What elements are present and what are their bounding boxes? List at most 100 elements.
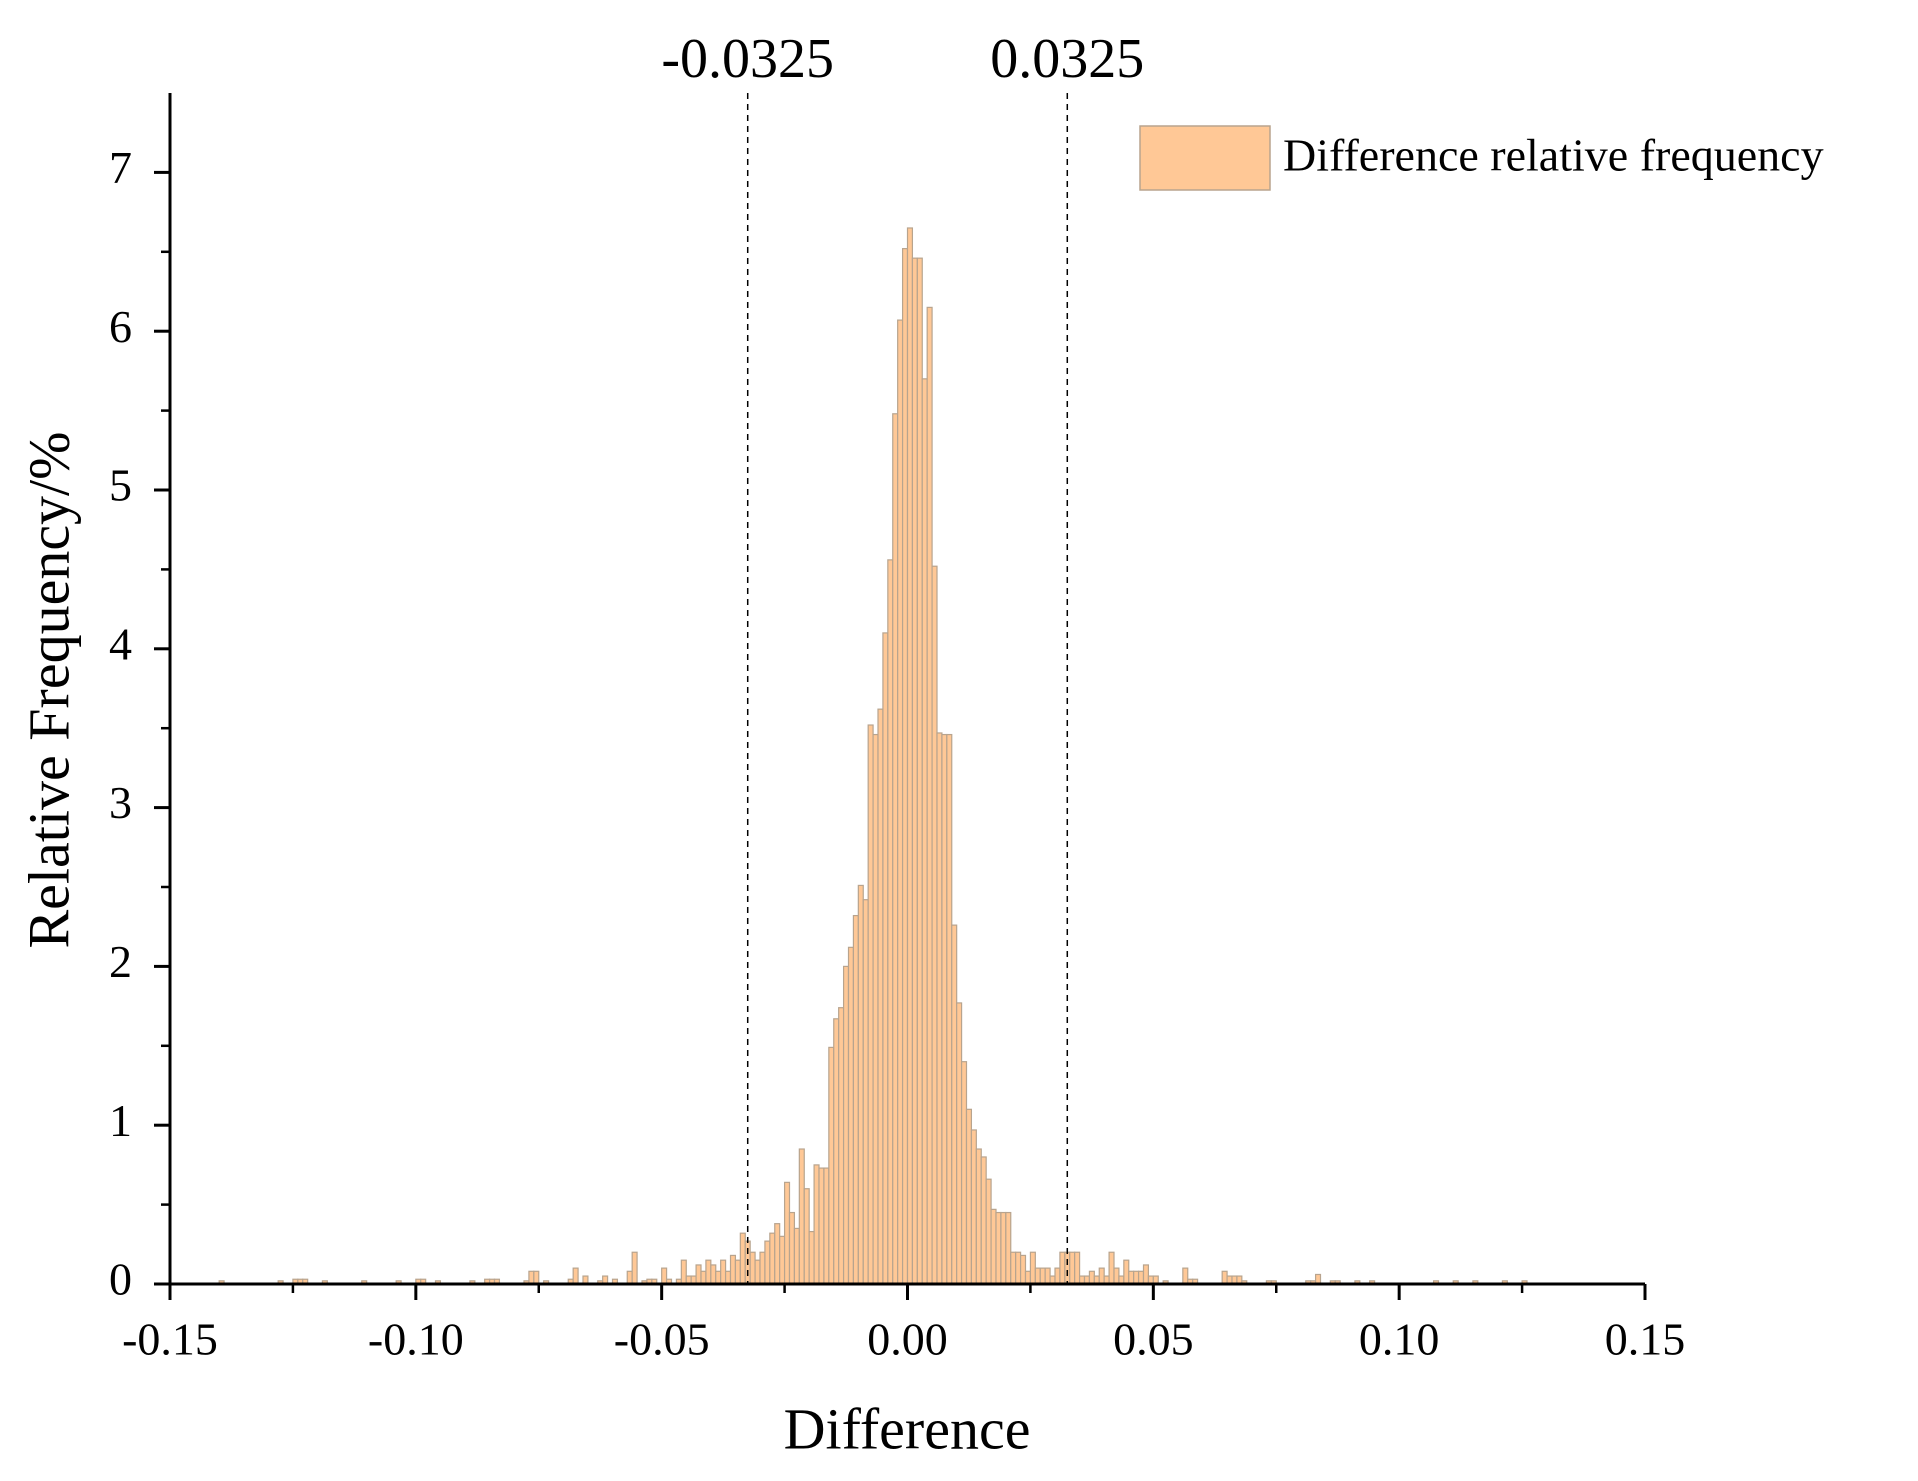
y-tick-label: 4 [109,618,132,669]
y-tick-label: 3 [109,777,132,828]
bar [1000,1211,1007,1285]
bar [1029,1251,1036,1285]
bar [892,413,899,1285]
bar [803,1188,810,1285]
bar [1182,1267,1189,1285]
bar [995,1211,1002,1285]
bar [985,1178,992,1285]
bar [872,733,879,1285]
bar [533,1270,540,1285]
x-tick-label: 0.15 [1605,1314,1686,1365]
bar [906,227,914,1285]
x-tick-label: 0.00 [867,1314,948,1365]
x-tick-label: 0.10 [1359,1314,1440,1365]
bar [838,1007,845,1285]
bar [941,733,948,1285]
bar [1221,1270,1228,1285]
y-tick-label: 7 [109,142,132,193]
bar [916,257,923,1285]
bar [1044,1267,1051,1285]
bar [887,559,894,1285]
bar [749,1251,756,1285]
bar [700,1270,707,1285]
bar [798,1148,805,1285]
y-axis-label: Relative Frequency/% [16,432,81,949]
bar [946,733,953,1285]
bar [901,248,909,1285]
bar [1059,1251,1066,1285]
bar [1113,1267,1120,1285]
bar [626,1270,633,1285]
bar [783,1181,791,1285]
x-tick-label: -0.10 [368,1314,464,1365]
bar [960,1061,968,1285]
bar [1064,1251,1071,1285]
y-tick-label: 6 [109,301,132,352]
bar [931,565,938,1285]
bar [680,1259,687,1285]
bar [926,306,933,1285]
bar [631,1251,638,1285]
bar [572,1267,579,1285]
bar [980,1156,987,1285]
bar [1024,1270,1032,1285]
x-axis-label: Difference [784,1396,1031,1461]
bar [1074,1251,1081,1285]
bar [1137,1270,1145,1285]
bar [788,1211,796,1285]
bar [808,1230,815,1285]
bar [724,1270,732,1285]
bar [965,1108,973,1285]
bar [793,1227,800,1285]
bar [729,1254,737,1285]
bar [956,1002,963,1285]
bar [1128,1270,1135,1285]
bar [842,965,850,1285]
bar [921,378,928,1285]
bar [1108,1251,1115,1285]
bar [813,1164,820,1285]
bar [1054,1267,1061,1285]
bar [823,1167,830,1285]
bar [759,1251,766,1285]
bar [720,1259,727,1285]
bar [833,1018,840,1285]
x-tick-label: -0.15 [122,1314,218,1365]
y-tick-label: 2 [109,936,132,987]
bar [705,1259,712,1285]
bar [970,1129,977,1285]
bar [739,1232,746,1285]
bar [764,1240,771,1285]
bar [528,1270,535,1285]
y-tick-label: 0 [109,1254,132,1305]
bar [862,899,869,1285]
bar [1034,1267,1041,1285]
bar [1098,1267,1105,1285]
bar [1005,1211,1012,1285]
bar [715,1270,722,1285]
bar [754,1259,761,1285]
bar [936,732,943,1285]
bar [1015,1251,1022,1285]
bar [1039,1267,1046,1285]
bar [852,914,859,1285]
bar [867,724,874,1285]
bar [897,319,904,1285]
bar [769,1232,776,1285]
bar [975,1148,982,1285]
bar [661,1267,668,1285]
bar [1088,1270,1095,1285]
bar [734,1259,741,1285]
reference-line-label: 0.0325 [990,28,1144,90]
bar [774,1223,781,1285]
bar [828,1046,835,1285]
bar [710,1264,717,1285]
bar [911,257,918,1285]
bar [1069,1251,1076,1285]
reference-line-label: -0.0325 [661,28,834,90]
bar [1019,1254,1027,1285]
bar [951,924,958,1285]
bar [1010,1251,1017,1285]
y-tick-label: 5 [109,460,132,511]
